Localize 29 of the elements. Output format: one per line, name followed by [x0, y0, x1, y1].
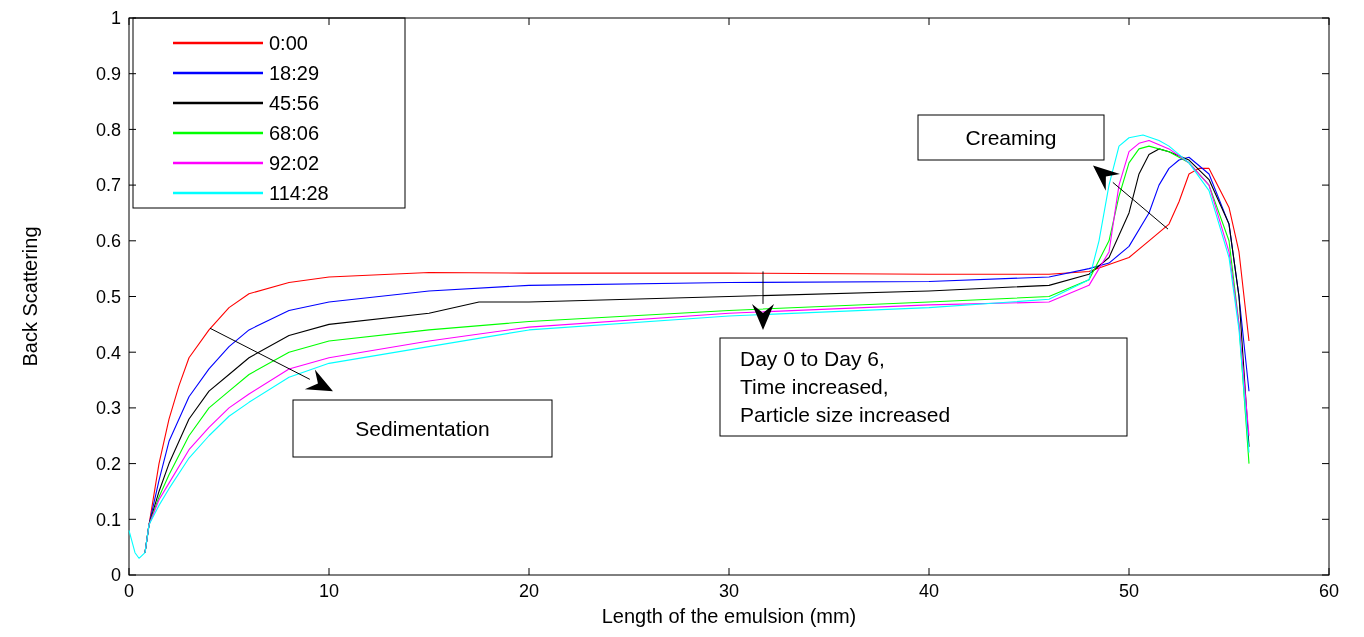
- y-tick-label: 0.7: [95, 175, 121, 196]
- x-tick-label: 50: [1118, 581, 1140, 601]
- y-axis-title: Back Scattering: [19, 226, 41, 367]
- annotation: Day 0 to Day 6, Time increased, Particle size increased: [740, 347, 951, 427]
- x-tick-label: 20: [518, 581, 540, 601]
- x-axis-title: Length of the emulsion (mm): [601, 605, 857, 627]
- y-tick-label: 0.8: [95, 119, 121, 140]
- y-tick-label: 0.1: [95, 509, 121, 530]
- y-tick-label: 0: [110, 565, 121, 586]
- x-tick-label: 0: [123, 581, 135, 601]
- annotation: Creaming: [965, 125, 1057, 149]
- y-tick-label: 1: [110, 8, 121, 29]
- y-tick-label: 0.9: [95, 64, 121, 84]
- x-tick-label: 60: [1318, 581, 1340, 601]
- legend-label: 18:29: [269, 62, 320, 84]
- legend-label: 0:00: [269, 32, 308, 54]
- y-tick-label: 0.3: [95, 398, 121, 419]
- legend-label: 92:02: [269, 152, 320, 174]
- x-tick-label: 40: [918, 581, 940, 601]
- annotation: Sedimentation: [355, 416, 490, 440]
- y-tick-label: 0.6: [95, 231, 121, 252]
- legend-label: 114:28: [269, 182, 329, 204]
- y-tick-label: 0.4: [95, 342, 121, 363]
- x-tick-label: 10: [318, 581, 340, 601]
- legend-label: 68:06: [269, 122, 320, 144]
- y-tick-label: 0.5: [95, 286, 121, 307]
- legend-label: 45:56: [269, 92, 320, 114]
- x-tick-label: 30: [718, 581, 740, 601]
- y-tick-label: 0.2: [95, 453, 121, 474]
